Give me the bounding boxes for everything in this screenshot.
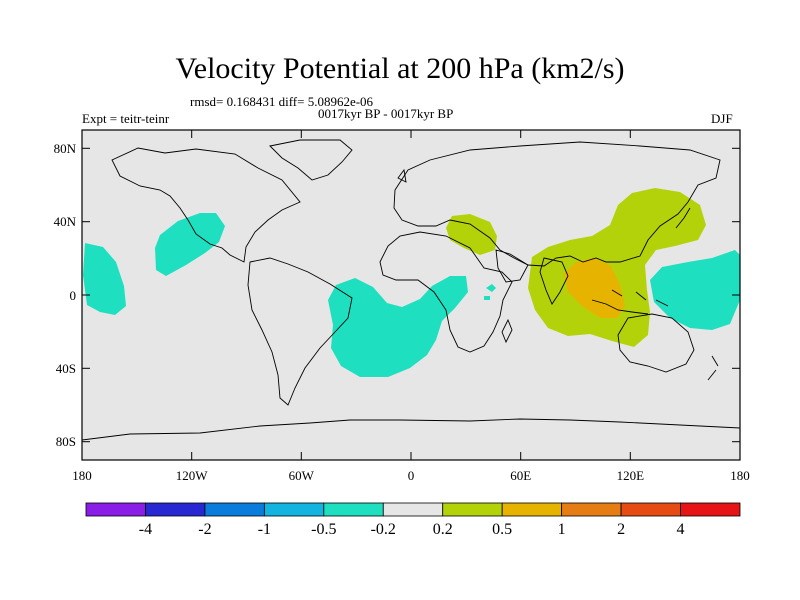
colorbar-label: 0.5 [492, 521, 512, 538]
coast-arabia [495, 249, 529, 283]
coast-south-america [247, 257, 353, 406]
colorbar-label: 0.2 [433, 521, 453, 538]
colorbar-swatch [263, 502, 325, 517]
x-tick-label-180w: 180 [72, 468, 92, 483]
contour-pos-mediterranean [446, 214, 497, 255]
stats-label: rmsd= 0.168431 diff= 5.08962e-06 [190, 94, 374, 109]
colorbar-swatch [323, 502, 384, 517]
contour-neg-small-2 [484, 296, 490, 300]
coast-indonesia [591, 289, 669, 315]
colorbar-labels: -4 -2 -1 -0.5 -0.2 0.2 0.5 1 2 4 [139, 521, 685, 538]
period-label: 0017kyr BP - 0017kyr BP [318, 106, 454, 121]
experiment-label: Expt = teitr-teinr [82, 111, 170, 126]
coast-north-america [111, 147, 301, 263]
coast-australia [617, 313, 695, 373]
y-tick-label-80s: 80S [56, 434, 76, 449]
contour-neg-east-pacific [83, 243, 126, 315]
contour-neg-atlantic [328, 276, 468, 377]
colorbar-label: -4 [139, 521, 152, 538]
colorbar-label: -0.5 [311, 521, 336, 538]
coast-japan [675, 207, 691, 229]
colorbar [85, 502, 741, 517]
contour-pos-indo-pacific [528, 188, 706, 347]
coast-antarctica [82, 418, 740, 441]
colorbar-swatch [442, 502, 503, 517]
colorbar-swatch [382, 502, 444, 517]
x-tick-label-0: 0 [408, 468, 415, 483]
colorbar-swatch [85, 502, 146, 517]
y-tick-label-40n: 40N [54, 214, 77, 229]
colorbar-swatch [204, 502, 265, 517]
colorbar-label: -2 [198, 521, 211, 538]
x-tick-label-180e: 180 [730, 468, 750, 483]
coast-eurasia [393, 141, 721, 267]
coast-uk [397, 168, 407, 183]
y-tick-label-80n: 80N [54, 141, 77, 156]
colorbar-label: -1 [258, 521, 271, 538]
colorbar-label: 2 [617, 521, 625, 538]
coast-new-zealand [707, 355, 719, 381]
colorbar-swatch [680, 502, 741, 517]
coast-africa [379, 231, 513, 353]
x-ticks [81, 130, 741, 460]
colorbar-label: -0.2 [371, 521, 396, 538]
contour-neg-small-1 [486, 284, 496, 292]
contour-pos-core [564, 258, 625, 318]
colorbar-label: 1 [558, 521, 566, 538]
coast-greenland [269, 139, 353, 181]
y-ticks [82, 147, 740, 443]
coastlines [82, 139, 740, 441]
colorbar-label: 4 [677, 521, 685, 538]
season-label: DJF [711, 111, 733, 126]
colorbar-swatch [145, 502, 206, 517]
coast-india [539, 257, 569, 305]
colorbar-swatch [620, 502, 681, 517]
colorbar-swatch [501, 502, 563, 517]
x-tick-label-60w: 60W [289, 468, 315, 483]
y-tick-label-40s: 40S [56, 361, 76, 376]
colorbar-swatch [561, 502, 622, 517]
x-tick-label-120w: 120W [176, 468, 209, 483]
map-title: Velocity Potential at 200 hPa (km2/s) [175, 52, 625, 85]
coast-madagascar [501, 318, 513, 344]
y-tick-label-0: 0 [70, 288, 77, 303]
contour-neg-sw-pacific [650, 250, 740, 330]
x-tick-label-60e: 60E [510, 468, 531, 483]
contour-neg-mexico [155, 213, 225, 276]
x-tick-label-120e: 120E [617, 468, 645, 483]
